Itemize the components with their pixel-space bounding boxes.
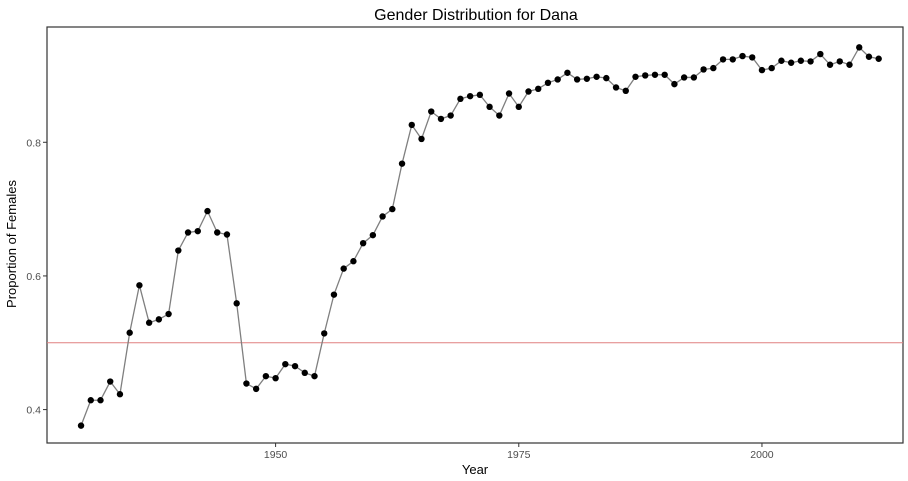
data-point: [252, 385, 260, 393]
data-point: [632, 73, 639, 80]
data-point: [311, 372, 318, 380]
data-point: [651, 71, 659, 78]
plot-area: 1950 1975 2000 0.4 0.6 0.8: [26, 26, 904, 461]
data-point: [340, 265, 347, 272]
data-point: [700, 66, 707, 73]
data-point: [155, 316, 163, 323]
data-point: [447, 112, 454, 119]
data-point: [301, 369, 308, 377]
y-tick-label: 0.8: [26, 137, 41, 149]
data-point: [243, 380, 250, 387]
data-point: [768, 64, 775, 72]
data-point: [515, 103, 522, 111]
data-point: [77, 422, 85, 429]
data-point: [690, 74, 698, 81]
data-point: [408, 121, 415, 129]
data-point: [710, 64, 717, 72]
series-line: [80, 46, 879, 426]
data-point: [330, 291, 338, 298]
data-point: [87, 397, 94, 404]
data-point: [214, 229, 221, 236]
data-point: [846, 61, 853, 68]
data-point: [787, 59, 795, 66]
data-point: [379, 213, 386, 220]
data-point: [496, 112, 503, 119]
chart-title: Gender Distribution for Dana: [374, 7, 578, 24]
x-axis-title: Year: [462, 462, 489, 477]
data-point: [719, 56, 727, 63]
y-tick-label: 0.6: [26, 271, 41, 283]
data-point: [836, 58, 843, 65]
data-point: [826, 61, 834, 68]
data-point: [554, 76, 561, 83]
data-point: [398, 160, 406, 167]
data-point: [865, 53, 873, 60]
data-point: [729, 56, 736, 63]
data-point: [184, 229, 192, 236]
data-point: [389, 205, 396, 213]
data-point: [661, 71, 668, 78]
x-tick-label: 1950: [264, 449, 288, 461]
data-point: [573, 76, 581, 83]
data-point: [778, 57, 785, 64]
data-point: [145, 319, 153, 326]
data-point: [428, 108, 435, 115]
x-tick-label: 2000: [750, 449, 774, 461]
data-point: [233, 300, 240, 307]
data-point: [457, 95, 464, 103]
data-point: [680, 74, 688, 81]
data-point: [321, 330, 328, 337]
data-point: [856, 44, 863, 51]
data-point: [437, 115, 445, 123]
data-point: [350, 258, 357, 265]
data-point: [544, 79, 552, 87]
data-point: [126, 329, 133, 336]
x-tick-label: 1975: [507, 449, 531, 461]
data-point: [116, 391, 124, 398]
data-point: [466, 92, 474, 100]
y-axis-title: Proportion of Females: [4, 180, 19, 308]
data-point: [797, 57, 805, 64]
data-point: [817, 50, 824, 58]
data-point: [359, 239, 367, 247]
data-point: [369, 231, 377, 239]
data-point: [223, 231, 231, 238]
data-point: [739, 52, 746, 60]
data-point: [525, 88, 532, 95]
data-point: [505, 90, 513, 97]
data-point: [262, 372, 270, 380]
data-point: [165, 310, 172, 318]
data-point: [272, 374, 279, 382]
data-point: [564, 69, 571, 76]
data-point: [476, 91, 484, 99]
data-point: [603, 74, 610, 82]
data-point: [875, 55, 882, 62]
panel-border: [46, 26, 904, 444]
data-point: [175, 247, 182, 254]
data-point: [612, 84, 620, 91]
data-point: [204, 207, 211, 215]
data-point: [418, 135, 425, 143]
data-point: [622, 87, 629, 95]
data-point: [535, 85, 542, 93]
data-point: [593, 73, 600, 80]
data-point: [194, 227, 201, 235]
data-point: [642, 72, 649, 79]
data-point: [758, 66, 766, 74]
data-point: [97, 397, 104, 404]
data-point: [583, 75, 591, 82]
data-point: [282, 360, 289, 368]
data-point: [136, 282, 143, 289]
y-tick-label: 0.4: [26, 405, 41, 417]
data-point: [749, 54, 756, 61]
data-point: [107, 378, 114, 385]
data-point: [486, 103, 493, 111]
data-point: [807, 58, 814, 65]
data-point: [291, 362, 299, 370]
data-point: [671, 80, 678, 88]
